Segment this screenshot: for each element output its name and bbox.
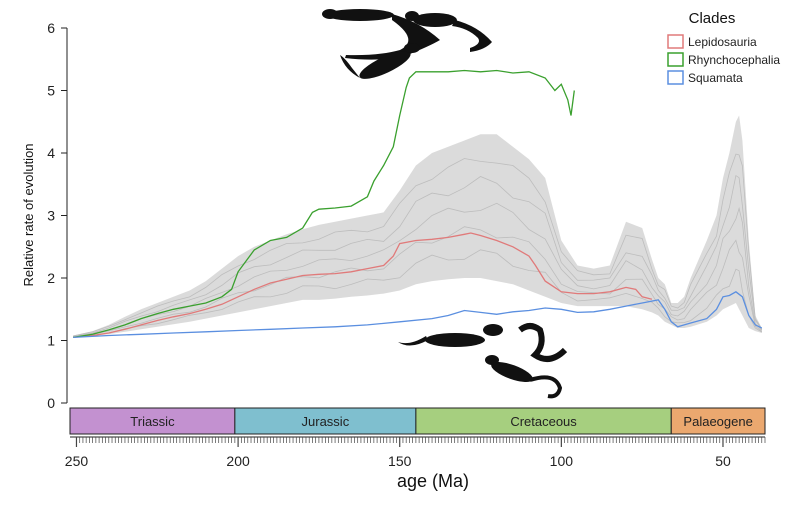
period-cretaceous [415, 407, 672, 435]
y-tick-label: 2 [47, 270, 55, 286]
series-line-squamata [73, 291, 763, 339]
rhynchocephalia-silhouette [322, 9, 492, 79]
y-tick-label: 6 [47, 20, 55, 36]
y-tick-label: 0 [47, 395, 55, 411]
period-label: Palaeogene [683, 414, 752, 429]
period-label: Jurassic [302, 414, 350, 429]
envelope-line [73, 174, 763, 337]
y-tick-label: 3 [47, 208, 55, 224]
envelope-line [73, 202, 763, 337]
squamata-silhouette [398, 323, 568, 399]
legend-swatch [667, 34, 684, 49]
y-tick-label: 4 [47, 145, 55, 161]
envelope-line [73, 249, 763, 338]
background-envelope [73, 115, 763, 338]
x-tick-label: 250 [65, 453, 89, 469]
series-line-rhynchocephalia [73, 69, 575, 339]
legend-title: Clades [689, 10, 736, 27]
series-layer [73, 69, 763, 339]
x-axis-label: age (Ma) [397, 471, 469, 491]
y-tick-label: 1 [47, 333, 55, 349]
legend-swatch [667, 52, 684, 67]
legend-label: Rhynchocephalia [688, 53, 780, 67]
envelope-line [73, 153, 763, 337]
y-tick-label: 5 [47, 83, 55, 99]
y-axis-label: Relative rate of evolution [21, 143, 36, 286]
x-tick-label: 200 [226, 453, 250, 469]
legend-label: Squamata [688, 71, 743, 85]
legend-swatch [667, 70, 684, 85]
geologic-periods: Triassic Jurassic Cretaceous Palaeogene [69, 407, 766, 435]
legend-label: Lepidosauria [688, 35, 757, 49]
y-axis: 0 1 2 3 4 5 6 [47, 20, 68, 411]
x-tick-label: 50 [715, 453, 731, 469]
x-tick-label: 150 [388, 453, 412, 469]
x-tick-label: 100 [550, 453, 574, 469]
period-triassic [69, 407, 236, 435]
period-label: Triassic [130, 414, 175, 429]
period-label: Cretaceous [510, 414, 577, 429]
x-axis: 250 200 150 100 50 [65, 436, 766, 469]
envelope-line [73, 226, 763, 338]
legend: Clades Lepidosauria Rhynchocephalia Squama… [667, 10, 780, 85]
period-palaeogene [670, 407, 766, 435]
series-line-lepidosauria [73, 232, 653, 339]
